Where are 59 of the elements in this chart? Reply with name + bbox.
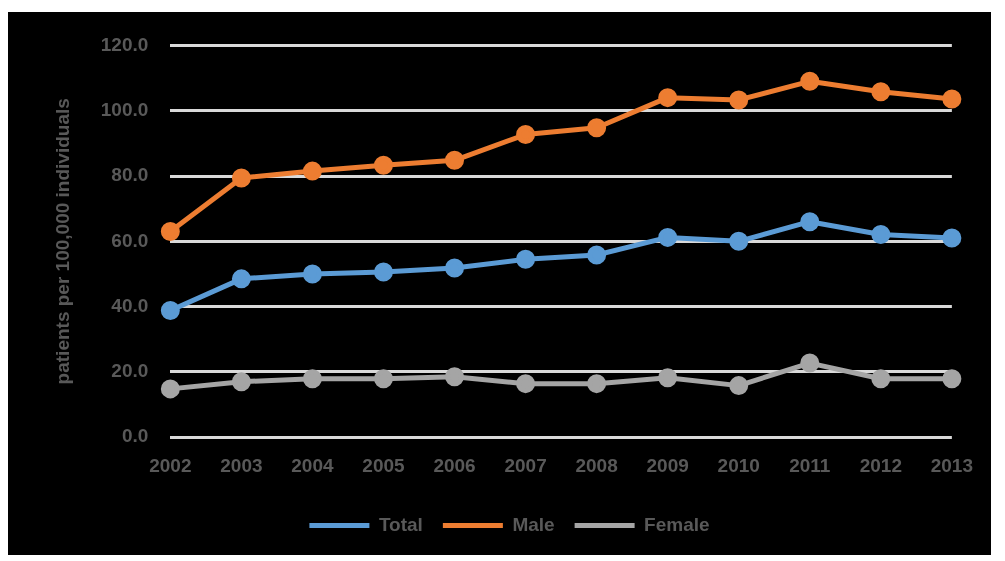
point xyxy=(587,374,607,394)
point xyxy=(729,90,749,110)
point xyxy=(373,262,393,282)
legend-label: Female xyxy=(644,513,710,535)
x-tick-label: 2003 xyxy=(220,454,263,476)
point xyxy=(800,353,820,373)
point xyxy=(516,249,536,269)
x-tick-label: 2005 xyxy=(362,454,406,476)
point xyxy=(800,212,820,232)
point xyxy=(160,222,180,242)
y-axis-title: patients per 100,000 individuals xyxy=(51,98,73,385)
point xyxy=(658,88,678,108)
x-tick-label: 2006 xyxy=(433,454,476,476)
x-tick-label: 2002 xyxy=(149,454,192,476)
point xyxy=(373,369,393,389)
point xyxy=(445,258,465,278)
point xyxy=(302,369,322,389)
x-tick-label: 2013 xyxy=(930,454,974,476)
point xyxy=(871,369,891,389)
point xyxy=(516,374,536,394)
point xyxy=(160,379,180,399)
point xyxy=(871,224,891,244)
point xyxy=(658,368,678,388)
point xyxy=(302,264,322,284)
point xyxy=(373,155,393,175)
x-tick-label: 2009 xyxy=(646,454,689,476)
y-tick-label: 100.0 xyxy=(100,98,149,120)
y-tick-label: 80.0 xyxy=(111,164,149,186)
point xyxy=(445,367,465,387)
legend-label: Total xyxy=(378,513,423,535)
point xyxy=(160,301,180,321)
x-tick-label: 2012 xyxy=(859,454,902,476)
y-tick-label: 40.0 xyxy=(111,294,149,316)
point xyxy=(942,89,962,109)
legend-label: Male xyxy=(512,513,555,535)
y-tick-label: 0.0 xyxy=(121,425,149,447)
point xyxy=(729,376,749,396)
point xyxy=(587,118,607,138)
point xyxy=(942,228,962,248)
point xyxy=(871,82,891,102)
point xyxy=(445,150,465,170)
point xyxy=(942,369,962,389)
y-tick-label: 20.0 xyxy=(111,360,149,382)
point xyxy=(231,372,251,392)
point xyxy=(587,245,607,265)
point xyxy=(231,168,251,188)
x-tick-label: 2007 xyxy=(504,454,547,476)
x-tick-label: 2004 xyxy=(291,454,334,476)
x-tick-label: 2011 xyxy=(789,454,831,476)
point xyxy=(516,125,536,145)
point xyxy=(658,227,678,247)
point xyxy=(729,231,749,251)
point xyxy=(231,269,251,289)
x-tick-label: 2010 xyxy=(717,454,760,476)
y-tick-label: 120.0 xyxy=(100,33,149,55)
y-tick-label: 60.0 xyxy=(111,229,149,251)
point xyxy=(800,71,820,91)
x-tick-label: 2008 xyxy=(575,454,618,476)
point xyxy=(302,161,322,181)
